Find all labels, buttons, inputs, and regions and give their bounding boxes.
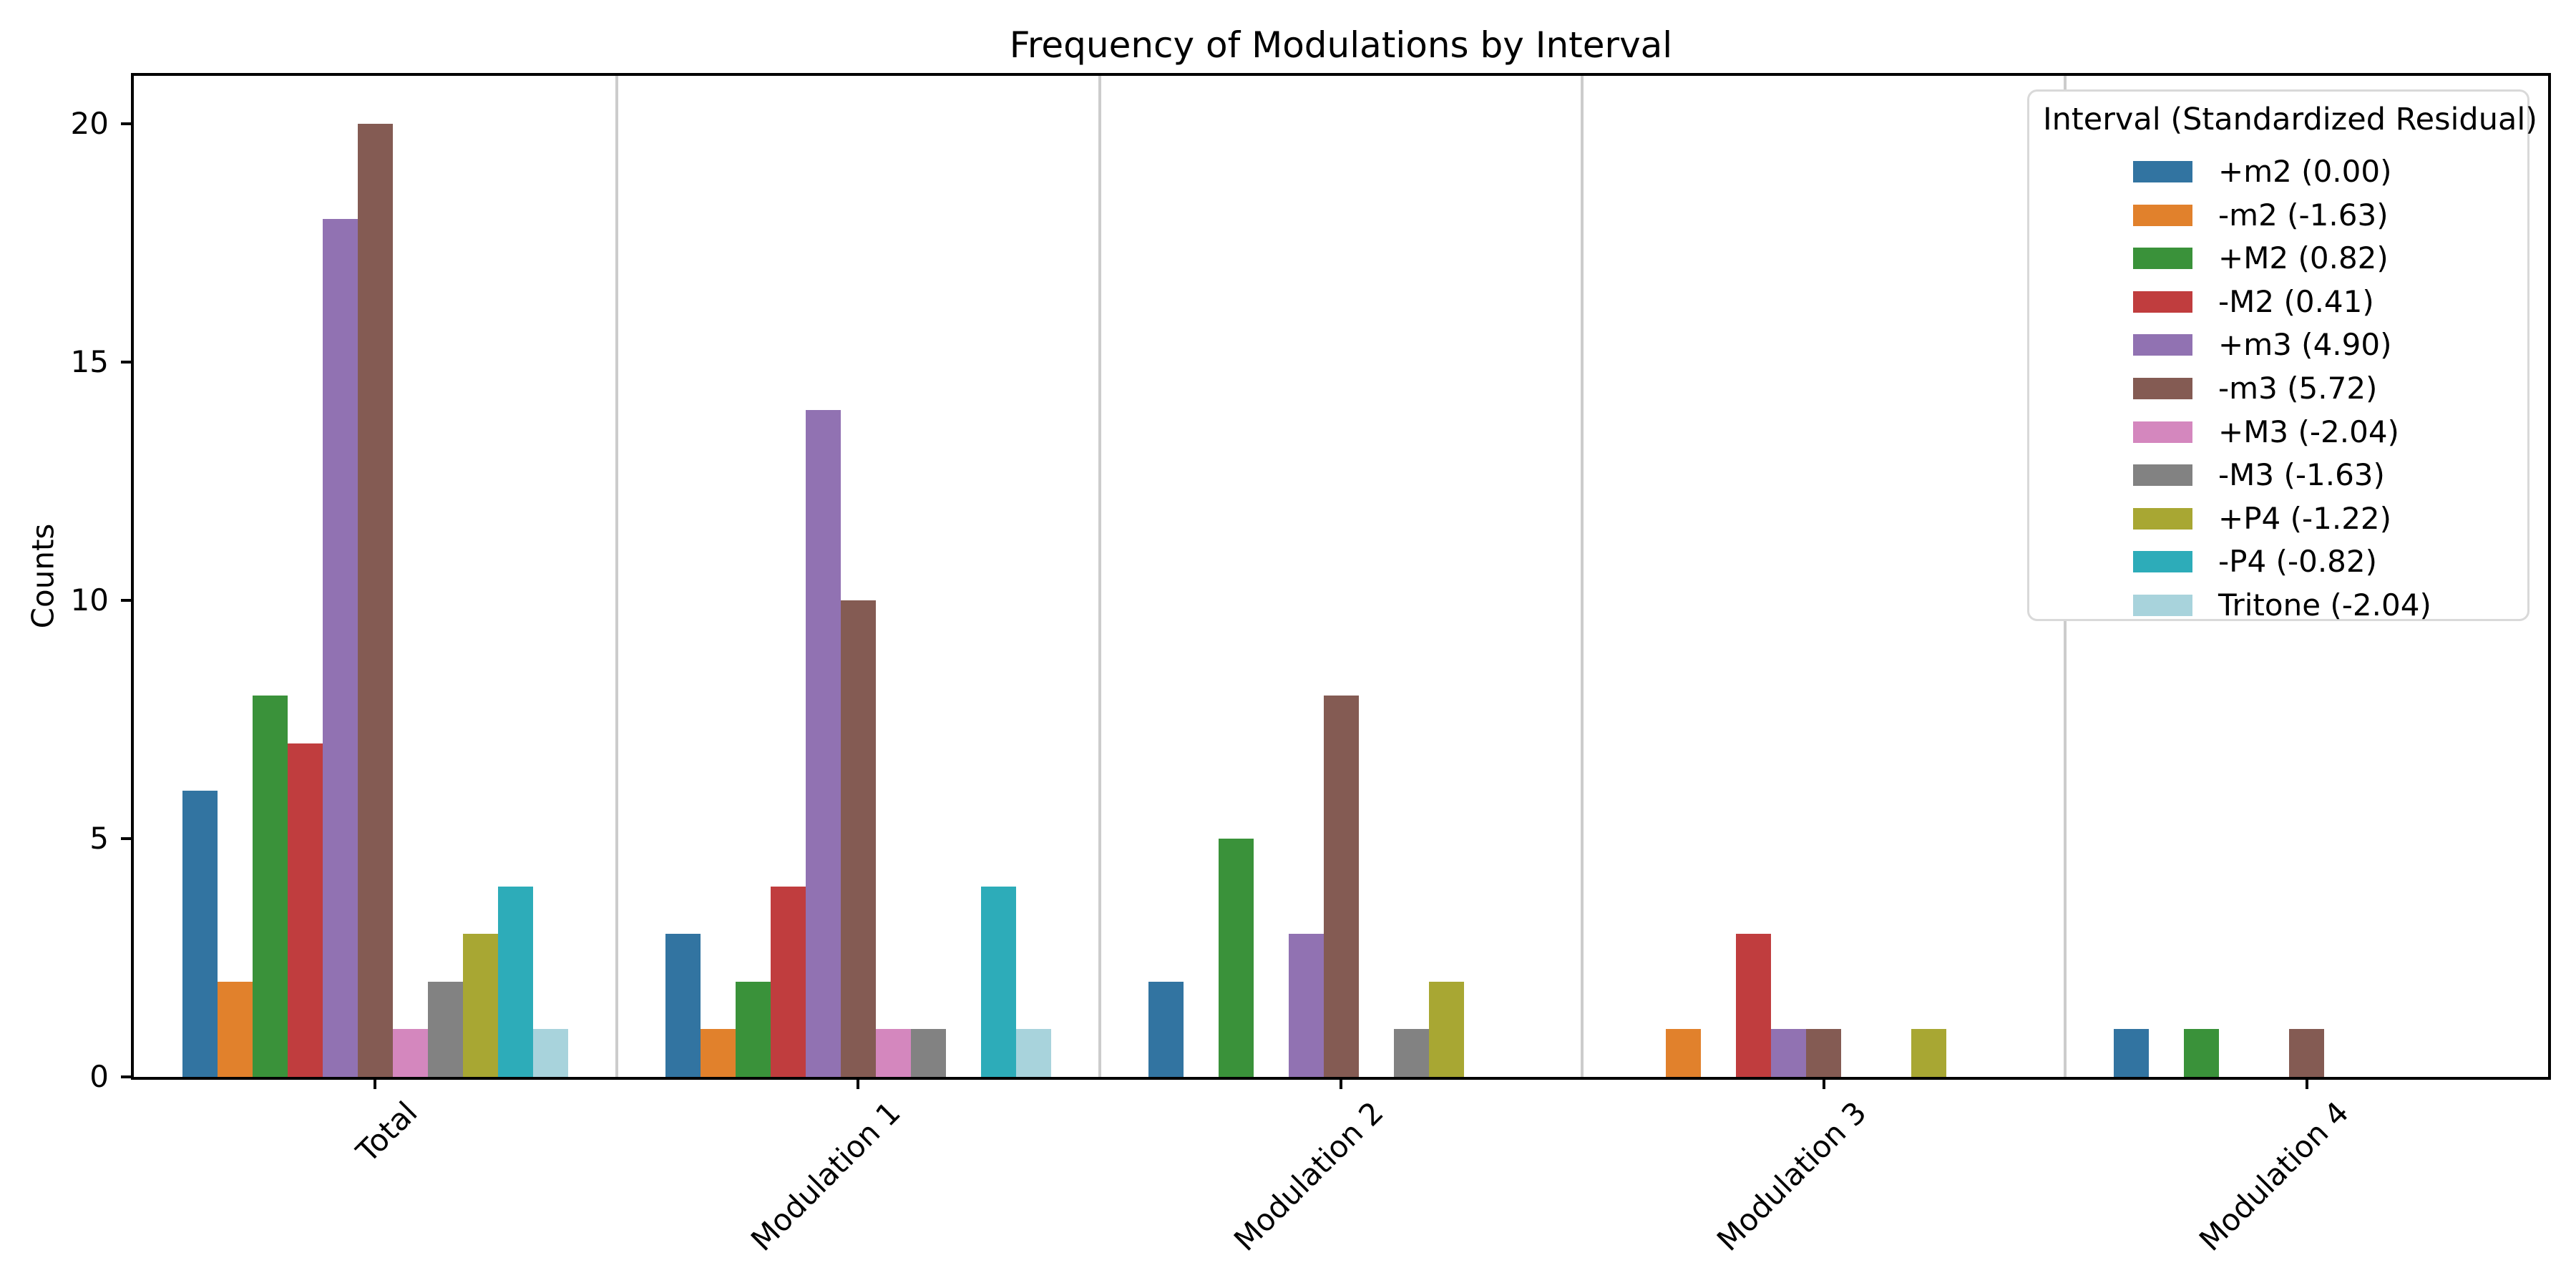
bar--m3-modulation-2 bbox=[1323, 696, 1359, 1077]
bar-+P4-modulation-2 bbox=[1428, 981, 1464, 1077]
legend-row--M2: -M2 (0.41) bbox=[2029, 280, 2527, 323]
bar-+m3-modulation-2 bbox=[1288, 934, 1324, 1077]
y-tick-label: 10 bbox=[70, 582, 109, 618]
y-tick-label: 15 bbox=[70, 344, 109, 379]
bar-+M2-modulation-1 bbox=[735, 981, 771, 1077]
legend-row--m3: -m3 (5.72) bbox=[2029, 367, 2527, 410]
legend-label: +m2 (0.00) bbox=[2218, 154, 2392, 189]
bar-+M2-total bbox=[252, 696, 288, 1077]
legend-label: -P4 (-0.82) bbox=[2218, 544, 2377, 580]
y-tick bbox=[121, 122, 131, 125]
bar--m3-total bbox=[357, 124, 393, 1077]
group-separator bbox=[615, 76, 618, 1077]
legend-label: +M3 (-2.04) bbox=[2218, 414, 2399, 449]
x-tick bbox=[1340, 1080, 1342, 1089]
bar--m3-modulation-3 bbox=[1806, 1029, 1842, 1077]
chart-title: Frequency of Modulations by Interval bbox=[1009, 24, 1673, 66]
legend-row--P4: -P4 (-0.82) bbox=[2029, 540, 2527, 583]
x-tick-label: Modulation 1 bbox=[743, 1094, 907, 1258]
bar--m2-total bbox=[217, 981, 253, 1077]
legend-swatch-icon bbox=[2133, 464, 2192, 487]
legend-swatch-icon bbox=[2133, 551, 2192, 573]
bar-+m2-modulation-1 bbox=[665, 934, 701, 1077]
legend-row--M3: -M3 (-1.63) bbox=[2029, 454, 2527, 497]
bar--P4-modulation-1 bbox=[980, 886, 1016, 1077]
bar-+m2-modulation-4 bbox=[2114, 1029, 2150, 1077]
bar-Tritone-modulation-1 bbox=[1015, 1029, 1051, 1077]
bar-+M3-modulation-1 bbox=[875, 1029, 911, 1077]
legend-label: -m2 (-1.63) bbox=[2218, 197, 2389, 233]
y-tick-label: 20 bbox=[70, 106, 109, 141]
bar-+m3-modulation-1 bbox=[805, 409, 841, 1077]
x-tick-label: Modulation 4 bbox=[2192, 1094, 2356, 1258]
legend-swatch-icon bbox=[2133, 421, 2192, 443]
legend-row-+m2: +m2 (0.00) bbox=[2029, 150, 2527, 193]
x-tick bbox=[1822, 1080, 1825, 1089]
bar--m2-modulation-1 bbox=[700, 1029, 736, 1077]
legend-swatch-icon bbox=[2133, 204, 2192, 226]
bar-+m3-total bbox=[322, 219, 358, 1077]
x-tick-label: Modulation 3 bbox=[1709, 1094, 1873, 1258]
bar-+M2-modulation-4 bbox=[2184, 1029, 2220, 1077]
legend-swatch-icon bbox=[2133, 334, 2192, 356]
bar--M2-modulation-1 bbox=[770, 886, 806, 1077]
y-tick bbox=[121, 599, 131, 602]
bar--m3-modulation-4 bbox=[2289, 1029, 2325, 1077]
x-tick bbox=[374, 1080, 377, 1089]
legend-label: +P4 (-1.22) bbox=[2218, 500, 2392, 536]
bar-+M2-modulation-2 bbox=[1218, 839, 1254, 1077]
legend-label: -M3 (-1.63) bbox=[2218, 457, 2385, 493]
bar--m3-modulation-1 bbox=[840, 600, 876, 1077]
bar-+P4-total bbox=[462, 934, 498, 1077]
y-tick-label: 0 bbox=[89, 1059, 109, 1094]
y-tick bbox=[121, 1075, 131, 1078]
legend-title: Interval (Standardized Residual) bbox=[2043, 102, 2538, 137]
legend-label: +M2 (0.82) bbox=[2218, 240, 2389, 276]
legend-row-+M3: +M3 (-2.04) bbox=[2029, 411, 2527, 454]
bar-Tritone-total bbox=[532, 1029, 568, 1077]
bar--M2-total bbox=[287, 743, 323, 1077]
legend-swatch-icon bbox=[2133, 595, 2192, 616]
legend-row--m2: -m2 (-1.63) bbox=[2029, 194, 2527, 237]
y-tick bbox=[121, 361, 131, 364]
x-tick-label: Total bbox=[349, 1094, 424, 1169]
legend-swatch-icon bbox=[2133, 161, 2192, 182]
bar-+m2-modulation-2 bbox=[1148, 981, 1184, 1077]
bar--m2-modulation-3 bbox=[1666, 1029, 1702, 1077]
bar-+m3-modulation-3 bbox=[1771, 1029, 1807, 1077]
group-separator bbox=[1581, 76, 1584, 1077]
group-separator bbox=[1098, 76, 1101, 1077]
bar-+m2-total bbox=[182, 791, 218, 1077]
x-tick-label: Modulation 2 bbox=[1226, 1094, 1390, 1258]
bar--M2-modulation-3 bbox=[1736, 934, 1772, 1077]
bar--M3-modulation-1 bbox=[910, 1029, 946, 1077]
legend-row-+m3: +m3 (4.90) bbox=[2029, 323, 2527, 366]
legend-box: Interval (Standardized Residual) +m2 (0.… bbox=[2027, 89, 2537, 621]
bar--M3-total bbox=[427, 981, 463, 1077]
legend-label: -m3 (5.72) bbox=[2218, 371, 2378, 406]
bar-+M3-total bbox=[392, 1029, 428, 1077]
y-tick bbox=[121, 837, 131, 840]
bar-+P4-modulation-3 bbox=[1911, 1029, 1947, 1077]
legend-swatch-icon bbox=[2133, 291, 2192, 313]
legend-label: Tritone (-2.04) bbox=[2218, 587, 2431, 623]
bar--M3-modulation-2 bbox=[1393, 1029, 1429, 1077]
legend-swatch-icon bbox=[2133, 248, 2192, 270]
legend-label: +m3 (4.90) bbox=[2218, 327, 2392, 363]
y-tick-label: 5 bbox=[89, 821, 109, 856]
legend-row-+M2: +M2 (0.82) bbox=[2029, 237, 2527, 280]
legend-swatch-icon bbox=[2133, 507, 2192, 530]
bar--P4-total bbox=[497, 886, 533, 1077]
legend-row-Tritone: Tritone (-2.04) bbox=[2029, 584, 2527, 627]
x-tick bbox=[2305, 1080, 2308, 1089]
legend-row-+P4: +P4 (-1.22) bbox=[2029, 497, 2527, 540]
legend-swatch-icon bbox=[2133, 378, 2192, 399]
legend-label: -M2 (0.41) bbox=[2218, 283, 2374, 319]
x-tick bbox=[857, 1080, 860, 1089]
